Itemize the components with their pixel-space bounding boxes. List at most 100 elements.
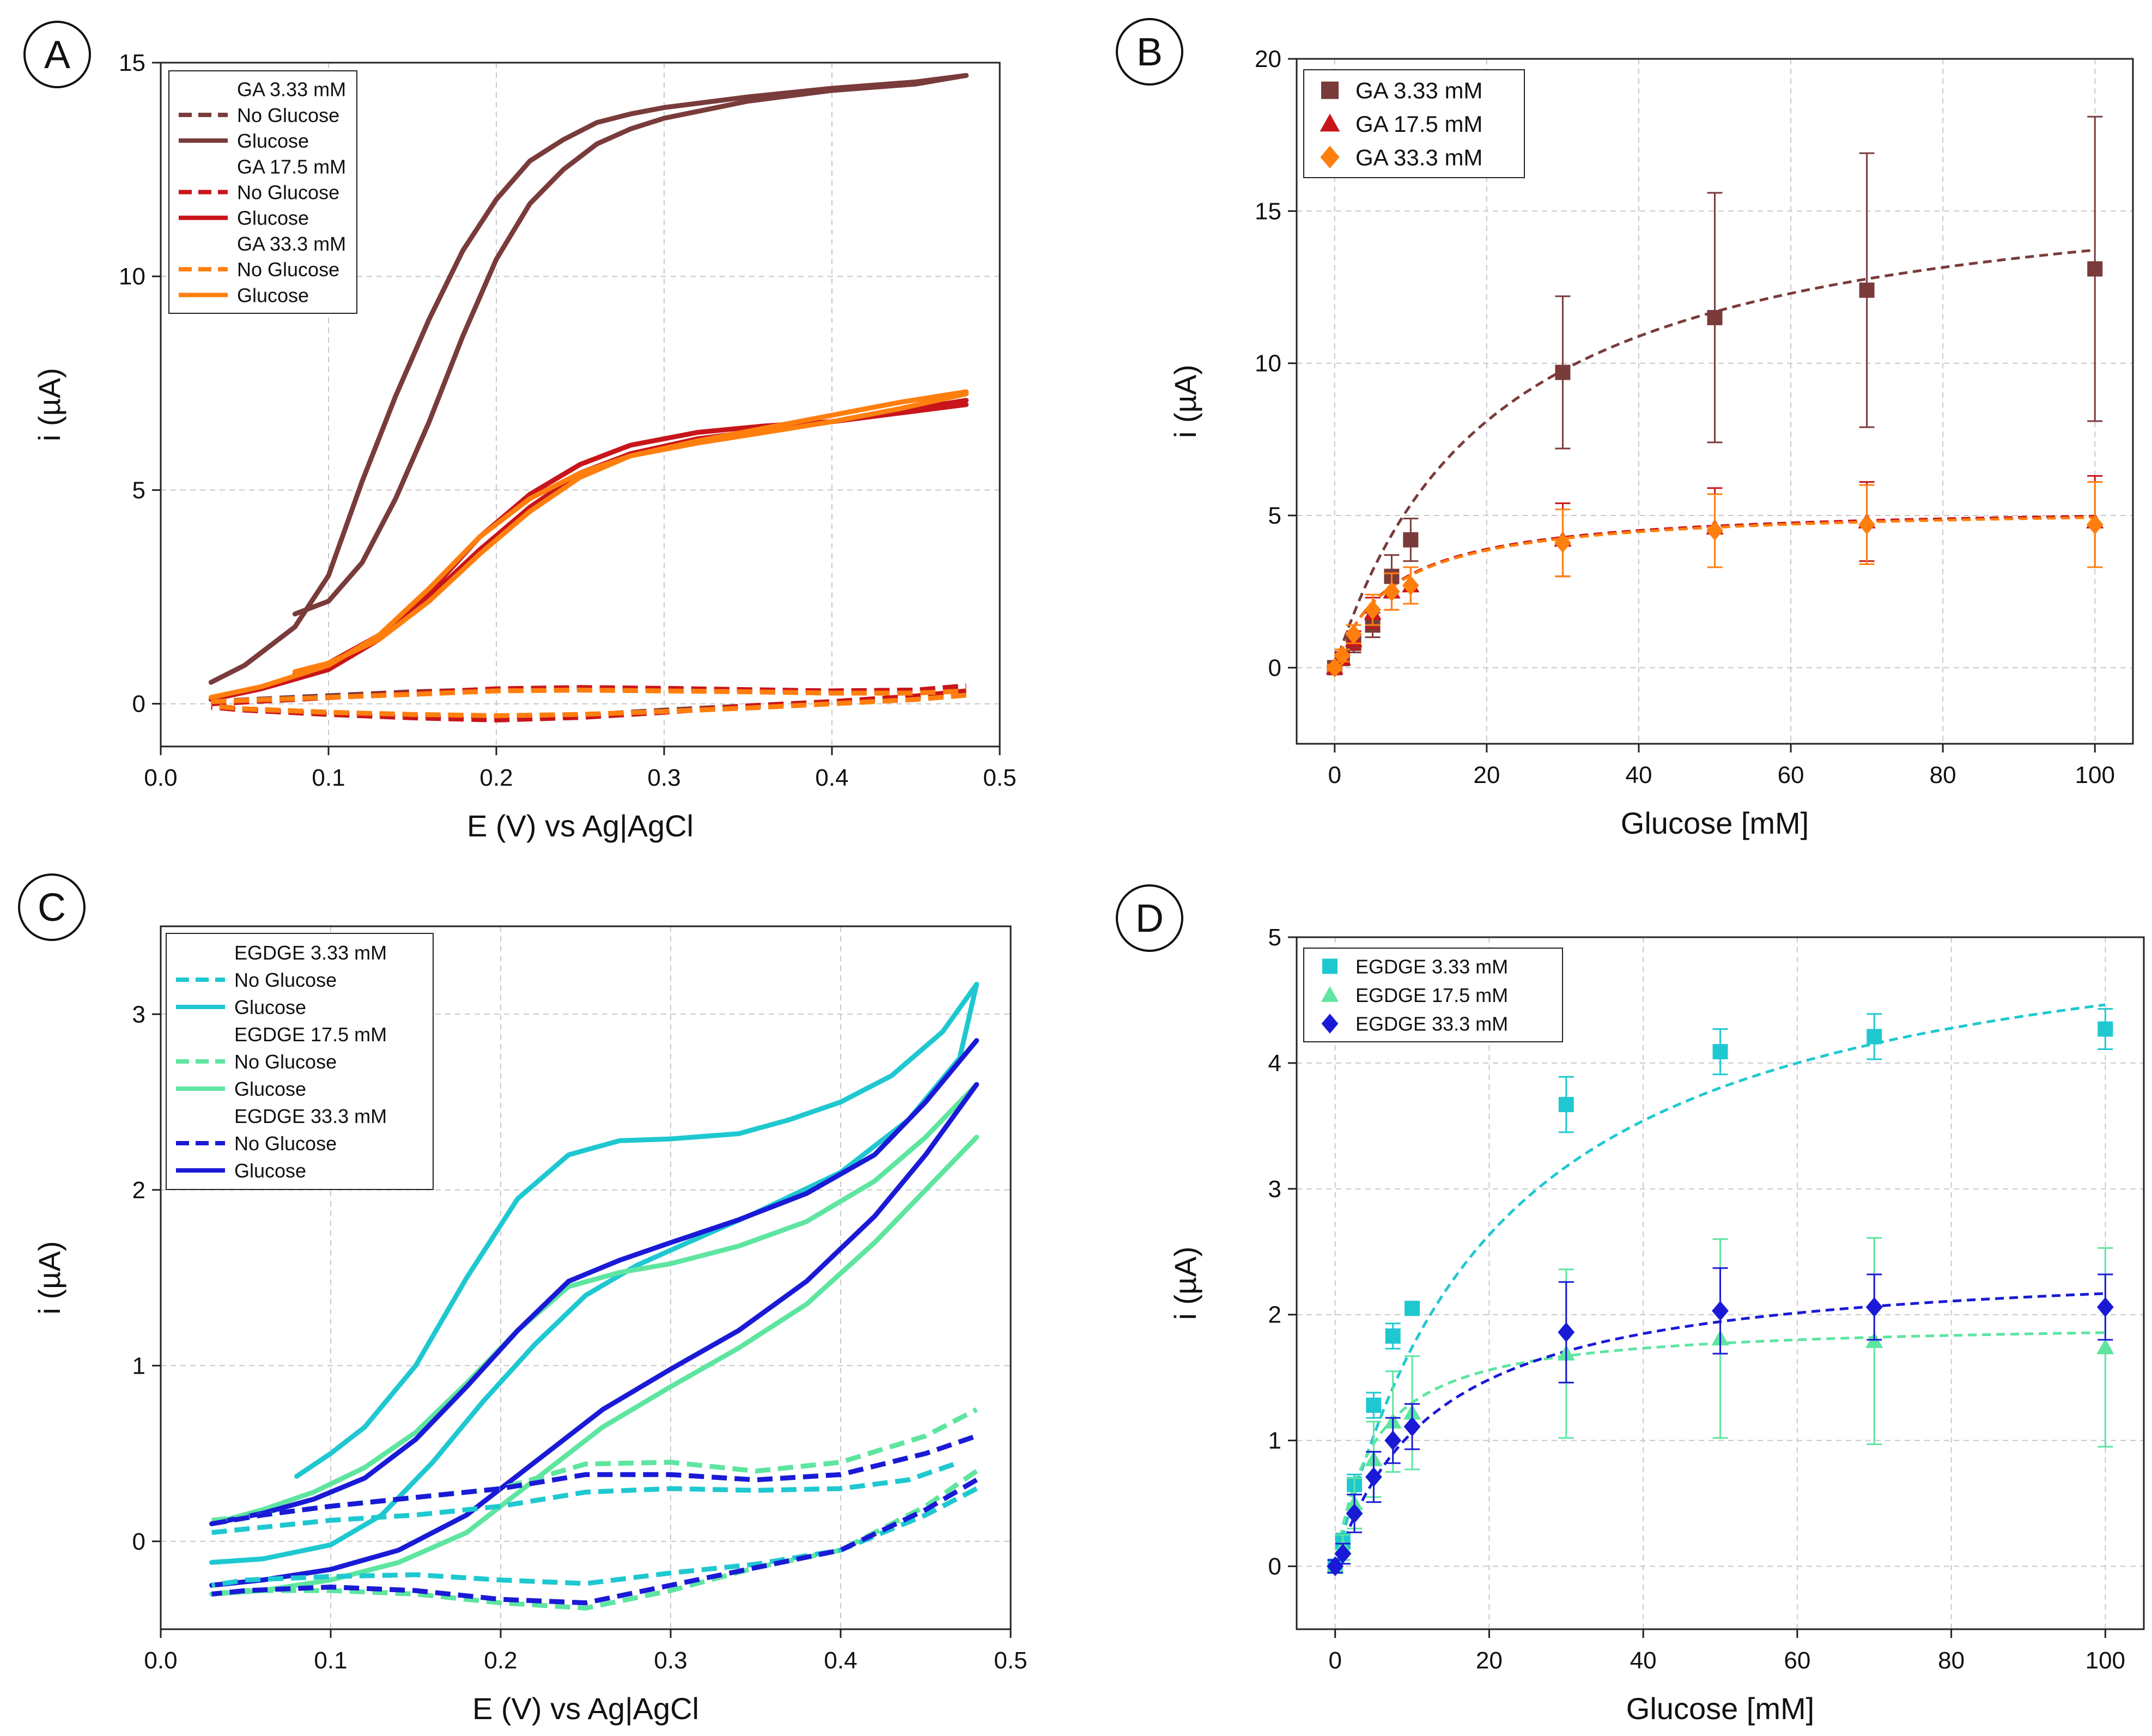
y-axis-title: i (µA)	[32, 1241, 66, 1315]
legend-label: EGDGE 17.5 mM	[1355, 984, 1508, 1006]
legend-label: Glucose	[237, 284, 309, 306]
y-tick-label: 5	[1268, 924, 1281, 951]
series-line-0	[209, 981, 980, 1565]
panel-label-circle	[23, 21, 91, 88]
legend-label: Glucose	[237, 130, 309, 152]
panel-label-text: B	[1136, 31, 1163, 74]
series-2	[1326, 481, 2104, 678]
legend-marker-triangle	[1321, 986, 1339, 1002]
y-tick-label: 0	[1268, 654, 1281, 681]
y-axis-title: i (µA)	[1168, 365, 1202, 438]
data-point-square	[1712, 1044, 1728, 1060]
x-tick-label: 40	[1630, 1647, 1657, 1674]
data-point-diamond	[1712, 1301, 1729, 1321]
x-tick-label: 0.4	[824, 1647, 857, 1674]
panel-label-c: C	[18, 873, 86, 941]
data-point-diamond	[1383, 581, 1400, 602]
fit-curve-0	[1333, 248, 2095, 669]
data-layer	[209, 981, 980, 1611]
x-tick-label: 40	[1625, 762, 1652, 788]
data-point-diamond	[1558, 1322, 1575, 1343]
series-line-1	[294, 981, 980, 1479]
y-tick-label: 10	[119, 263, 145, 290]
data-layer	[1326, 116, 2104, 678]
data-point-diamond	[1403, 1417, 1421, 1437]
series-2	[1327, 1267, 2114, 1576]
y-tick-label: 3	[132, 1001, 145, 1028]
panel-label-text: A	[44, 33, 70, 77]
legend-header: GA 17.5 mM	[237, 155, 346, 178]
panel-label-text: D	[1135, 897, 1164, 940]
x-tick-label: 0.2	[484, 1647, 517, 1674]
series-0	[1327, 116, 2103, 676]
legend: EGDGE 3.33 mM EGDGE 17.5 mM EGDGE 33.3 mM	[1303, 948, 1563, 1042]
legend: GA 3.33 mM No Glucose Glucose GA 17.5 mM No …	[168, 70, 357, 314]
series-line-10	[211, 688, 966, 705]
data-point-square	[2087, 261, 2103, 277]
legend-label: GA 17.5 mM	[1355, 111, 1482, 137]
panel-label-d: D	[1116, 884, 1183, 952]
legend-marker-diamond	[1321, 1013, 1339, 1034]
legend-label: Glucose	[234, 996, 306, 1018]
legend-label: GA 3.33 mM	[1355, 78, 1482, 104]
y-tick-label: 5	[132, 477, 145, 503]
x-tick-label: 80	[1938, 1647, 1965, 1674]
series-line-6	[211, 1460, 961, 1535]
data-point-square	[1366, 1397, 1382, 1413]
data-point-square	[1555, 365, 1571, 380]
data-point-diamond	[1706, 520, 1723, 541]
legend-header: GA 3.33 mM	[237, 78, 346, 101]
x-tick-label: 60	[1778, 762, 1804, 788]
y-axis-title: i (µA)	[1168, 1247, 1202, 1320]
data-point-square	[1859, 282, 1875, 298]
y-tick-label: 10	[1255, 350, 1281, 377]
series-line-8	[211, 1407, 978, 1523]
series-line-1	[292, 73, 969, 617]
y-tick-label: 0	[1268, 1553, 1281, 1580]
x-tick-label: 0.3	[654, 1647, 687, 1674]
x-axis-title: E (V) vs Ag|AgCl	[467, 809, 694, 843]
series-line-4	[209, 1082, 980, 1588]
panel-label-b: B	[1116, 18, 1183, 86]
data-point-diamond	[2096, 1297, 2114, 1318]
data-layer	[208, 73, 969, 723]
panel-label-text: C	[38, 886, 66, 930]
y-tick-label: 2	[132, 1177, 145, 1204]
series-line-2	[208, 402, 969, 702]
legend-label: Glucose	[234, 1160, 306, 1182]
panel-label-a: A	[23, 21, 91, 88]
series-line-10	[211, 1434, 978, 1526]
legend-header: EGDGE 3.33 mM	[234, 942, 387, 964]
fit-curve-0	[1334, 1003, 2106, 1567]
legend-label: No Glucose	[237, 181, 339, 204]
y-tick-label: 20	[1255, 46, 1281, 72]
legend-box	[166, 933, 434, 1190]
data-point-square	[2098, 1021, 2113, 1037]
data-point-diamond	[1346, 1503, 1363, 1523]
panel-label-circle	[18, 873, 86, 941]
legend-label: No Glucose	[234, 969, 337, 991]
data-point-diamond	[1334, 645, 1351, 666]
plot-frame	[1296, 936, 2145, 1630]
data-point-diamond	[1554, 533, 1571, 553]
x-tick-label: 100	[2086, 1647, 2125, 1674]
x-tick-label: 60	[1784, 1647, 1810, 1674]
legend-label: No Glucose	[234, 1051, 337, 1073]
legend-label: Glucose	[237, 207, 309, 229]
legend-marker-square	[1322, 958, 1338, 974]
y-tick-label: 15	[119, 50, 145, 76]
y-tick-label: 2	[1268, 1302, 1281, 1328]
legend-label: Glucose	[234, 1078, 306, 1100]
data-point-diamond	[1402, 575, 1419, 596]
series-line-2	[209, 1134, 980, 1597]
legend-label: EGDGE 33.3 mM	[1355, 1013, 1508, 1035]
series-line-5	[209, 1038, 980, 1526]
x-tick-label: 0.0	[144, 1647, 177, 1674]
data-point-diamond	[1858, 514, 1875, 535]
x-tick-label: 20	[1476, 1647, 1503, 1674]
y-tick-label: 0	[132, 1528, 145, 1555]
data-point-diamond	[1326, 658, 1344, 678]
x-tick-label: 20	[1473, 762, 1500, 788]
series-line-11	[210, 693, 966, 718]
